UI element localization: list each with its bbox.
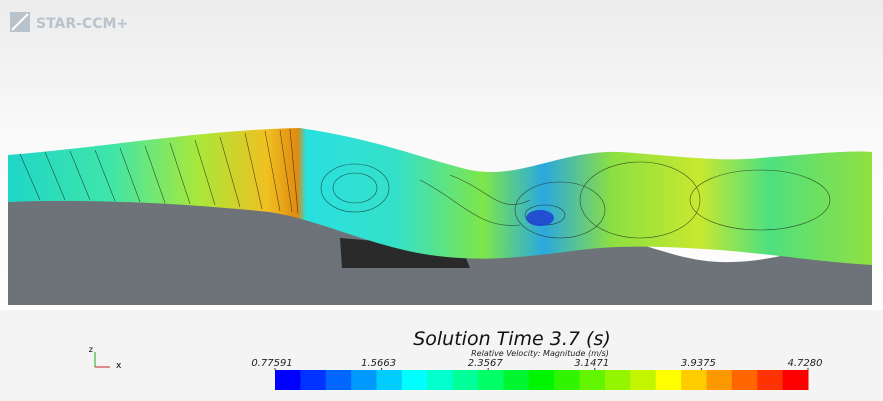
- logo-text: STAR-CCM+: [36, 16, 128, 32]
- colorbar-tick-label: 3.9375: [681, 358, 716, 369]
- colorbar-tick-label: 0.77591: [251, 358, 292, 369]
- colorbar-cell: [402, 370, 428, 390]
- low-velocity-zone: [526, 210, 554, 226]
- colorbar-cell: [783, 370, 809, 390]
- colorbar-cell: [453, 370, 479, 390]
- colorbar-cell: [681, 370, 707, 390]
- colorbar-cell: [580, 370, 606, 390]
- colorbar-cell: [351, 370, 377, 390]
- colorbar-cell: [275, 370, 301, 390]
- colorbar-cell: [630, 370, 656, 390]
- colorbar-cell: [478, 370, 504, 390]
- colorbar-tick-label: 4.7280: [788, 358, 823, 369]
- colorbar-label: Relative Velocity: Magnitude (m/s): [471, 349, 609, 358]
- viewport: STAR-CCM+ z x Solution Time 3.7 (s) Rela…: [0, 0, 883, 401]
- colorbar-cell: [503, 370, 529, 390]
- colorbar-cell: [757, 370, 783, 390]
- colorbar-cell: [326, 370, 352, 390]
- triad-z: z: [89, 345, 93, 354]
- colorbar-cell: [656, 370, 682, 390]
- colorbar-tick-label: 3.1471: [574, 358, 609, 369]
- solution-time: Solution Time 3.7 (s): [413, 328, 611, 350]
- colorbar-tick-label: 1.5663: [361, 358, 396, 369]
- colorbar-tick-label: 2.3567: [468, 358, 504, 369]
- colorbar-cell: [529, 370, 555, 390]
- colorbar-cell: [706, 370, 732, 390]
- colorbar-cell: [427, 370, 453, 390]
- colorbar-cell: [554, 370, 580, 390]
- triad-x: x: [116, 361, 122, 371]
- colorbar-cell: [377, 370, 403, 390]
- colorbar-cell: [732, 370, 758, 390]
- colorbar-cell: [300, 370, 326, 390]
- colorbar-cell: [605, 370, 631, 390]
